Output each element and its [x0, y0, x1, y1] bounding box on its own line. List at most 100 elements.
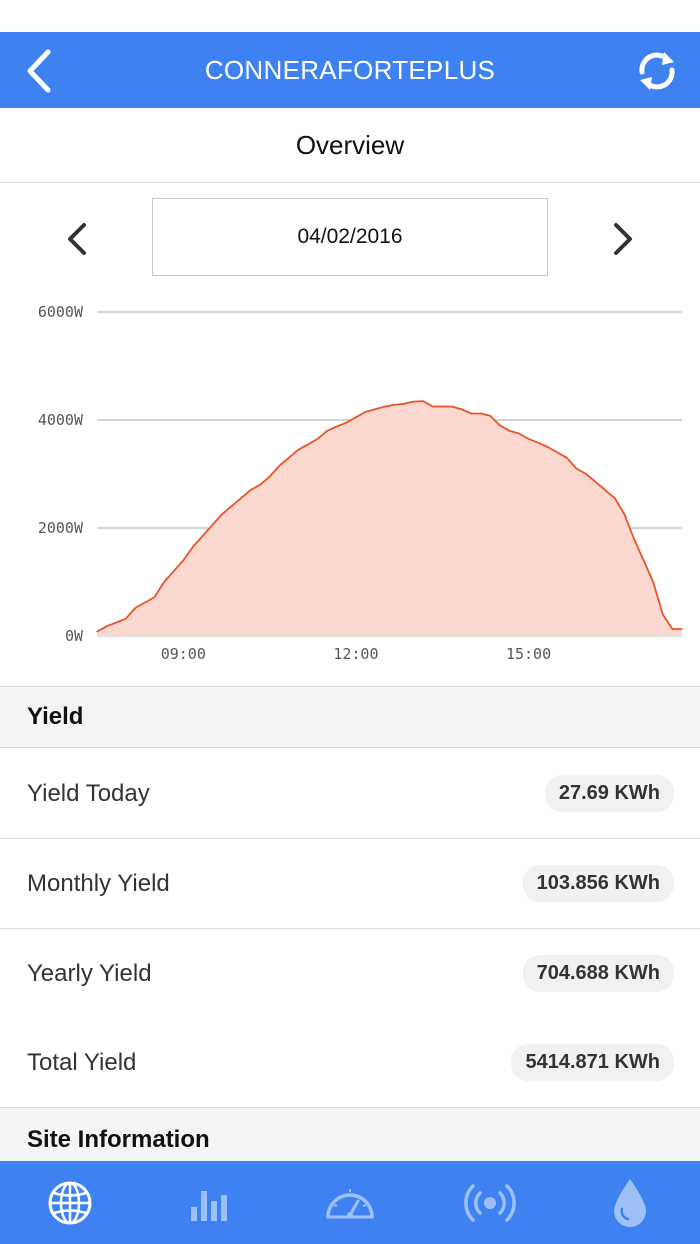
power-data-point	[489, 415, 491, 417]
yield-row-today: Yield Today 27.69 KWh	[0, 749, 700, 839]
power-area-fill	[97, 401, 682, 636]
tab-dashboard[interactable]	[280, 1161, 420, 1244]
power-data-point	[259, 484, 261, 486]
tab-statistics[interactable]	[140, 1161, 280, 1244]
chevron-left-icon	[27, 49, 51, 93]
power-data-point	[441, 405, 443, 408]
power-data-point	[556, 451, 558, 453]
power-data-point	[297, 449, 299, 451]
power-data-point	[518, 432, 520, 435]
power-data-point	[201, 535, 204, 537]
row-label: Total Yield	[27, 1048, 137, 1076]
power-data-point	[326, 430, 328, 432]
power-chart: 0W 2000W 4000W 6000W 09:00 12:00 15:00	[0, 290, 700, 685]
power-data-point	[221, 513, 223, 516]
x-tick-label: 12:00	[333, 645, 378, 663]
row-value: 27.69 KWh	[544, 775, 674, 812]
power-data-point	[249, 489, 251, 491]
power-data-point	[403, 403, 405, 405]
power-data-point	[240, 497, 242, 499]
overview-header: Overview	[0, 108, 700, 183]
power-data-point	[643, 559, 645, 561]
power-data-point	[585, 473, 587, 475]
power-data-point	[345, 422, 347, 424]
tab-globe[interactable]	[0, 1161, 140, 1244]
row-label: Yearly Yield	[27, 959, 152, 987]
row-value: 103.856 KWh	[522, 865, 674, 902]
power-data-point	[470, 412, 472, 415]
power-data-point	[144, 601, 146, 604]
globe-icon	[48, 1181, 92, 1224]
power-data-point	[115, 621, 117, 624]
power-data-point	[182, 559, 184, 561]
y-tick-label: 4000W	[38, 411, 84, 429]
row-label: Monthly Yield	[27, 869, 170, 897]
x-tick-label: 15:00	[506, 645, 551, 663]
power-data-point	[681, 628, 683, 630]
yield-row-yearly: Yearly Yield 704.688 KWh	[0, 929, 700, 1019]
tab-water[interactable]	[560, 1161, 700, 1244]
power-data-point	[125, 618, 127, 620]
power-data-point	[528, 438, 530, 440]
site-information-section-header: Site Information	[0, 1107, 700, 1163]
power-data-point	[671, 628, 674, 630]
row-value: 704.688 KWh	[522, 955, 674, 992]
refresh-icon	[639, 52, 675, 90]
power-data-point	[460, 408, 462, 410]
tab-bar	[0, 1161, 700, 1244]
power-data-point	[364, 411, 367, 413]
previous-date-button[interactable]	[56, 215, 100, 263]
tab-wireless[interactable]	[420, 1161, 560, 1244]
power-chart-svg: 0W 2000W 4000W 6000W 09:00 12:00 15:00	[38, 303, 683, 663]
power-data-point	[604, 489, 606, 491]
power-data-point	[566, 457, 568, 459]
yield-section-header: Yield	[0, 686, 700, 748]
status-bar	[0, 0, 700, 32]
power-data-point	[508, 430, 510, 432]
y-tick-label: 2000W	[38, 519, 84, 537]
power-data-point	[307, 443, 309, 445]
power-data-point	[134, 607, 136, 609]
power-data-point	[374, 408, 376, 410]
power-data-point	[393, 404, 395, 406]
power-data-point	[623, 513, 626, 516]
power-series-line	[96, 400, 682, 633]
yield-row-monthly: Monthly Yield 103.856 KWh	[0, 839, 700, 929]
power-data-point	[537, 442, 539, 444]
power-data-point	[652, 581, 654, 583]
y-tick-label: 6000W	[38, 303, 84, 321]
power-data-point	[595, 481, 597, 483]
power-data-point	[633, 538, 635, 540]
water-drop-icon	[614, 1178, 646, 1227]
power-data-point	[384, 405, 386, 408]
overview-title: Overview	[295, 129, 405, 160]
bar-chart-icon	[191, 1190, 227, 1221]
power-data-point	[662, 613, 664, 615]
power-data-point	[480, 412, 482, 415]
row-label: Yield Today	[27, 779, 150, 807]
row-value: 5414.871 KWh	[511, 1044, 674, 1081]
yield-row-total: Total Yield 5414.871 KWh	[0, 1018, 700, 1108]
power-data-point	[432, 405, 434, 408]
back-button[interactable]	[16, 48, 66, 94]
power-data-point	[163, 581, 165, 583]
next-date-button[interactable]	[600, 215, 644, 263]
power-data-point	[547, 446, 549, 448]
page-title: CONNERAFORTEPLUS	[204, 54, 496, 85]
power-data-point	[336, 425, 338, 428]
power-data-point	[355, 416, 357, 418]
refresh-button[interactable]	[634, 48, 680, 94]
x-tick-label: 09:00	[161, 645, 206, 663]
power-data-point	[211, 524, 213, 526]
power-data-point	[278, 465, 280, 467]
power-data-point	[317, 438, 319, 440]
power-data-point	[575, 468, 578, 470]
chevron-left-icon	[68, 223, 86, 255]
power-data-point	[269, 476, 271, 478]
navigation-bar: CONNERAFORTEPLUS	[0, 32, 700, 108]
power-data-point	[153, 596, 156, 598]
power-data-point	[422, 400, 424, 402]
date-picker[interactable]: 04/02/2016	[152, 198, 548, 276]
power-data-point	[499, 424, 501, 426]
power-data-point	[106, 625, 108, 627]
